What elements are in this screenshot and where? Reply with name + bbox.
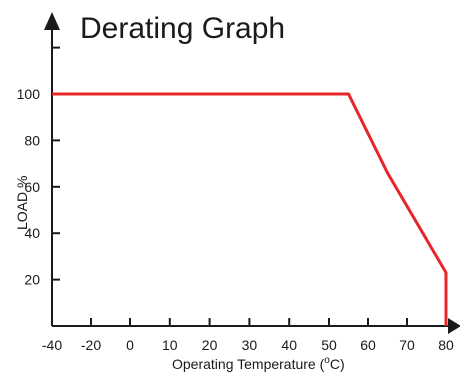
- x-tick-label: 30: [242, 337, 258, 353]
- y-tick-label: 100: [17, 86, 41, 102]
- x-tick-label: 70: [399, 337, 415, 353]
- y-tick-label: 80: [24, 132, 40, 148]
- y-axis-arrow: [44, 12, 60, 30]
- x-tick-label: -40: [42, 337, 62, 353]
- x-axis-label-tail: C): [330, 356, 345, 372]
- derating-line: [52, 94, 446, 326]
- chart-title: Derating Graph: [80, 12, 285, 45]
- axes: [44, 12, 460, 334]
- x-tick-label: 20: [202, 337, 218, 353]
- x-tick-label: 60: [360, 337, 376, 353]
- x-tick-label: 40: [281, 337, 297, 353]
- x-tick-label: -20: [81, 337, 101, 353]
- y-axis-label: LOAD %: [14, 176, 30, 230]
- y-tick-label: 20: [24, 272, 40, 288]
- x-tick-label: 0: [126, 337, 134, 353]
- series: [52, 94, 446, 326]
- x-axis-label-main: Operating Temperature (: [172, 356, 325, 372]
- x-tick-label: 10: [162, 337, 178, 353]
- x-axis-label: Operating Temperature (oC): [172, 355, 345, 372]
- x-tick-label: 80: [438, 337, 454, 353]
- x-axis-arrow: [448, 318, 460, 334]
- x-tick-label: 50: [321, 337, 337, 353]
